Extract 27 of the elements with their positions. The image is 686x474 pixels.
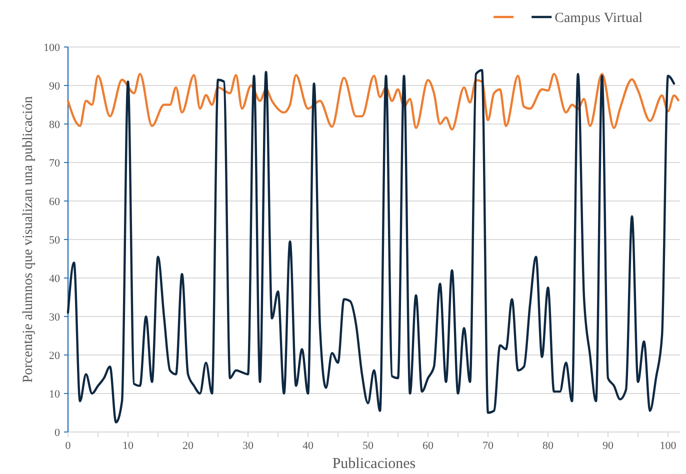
- y-tick-label: 60: [49, 196, 60, 208]
- x-tick-label: 50: [362, 440, 374, 452]
- x-axis-title: Publicaciones: [332, 456, 416, 472]
- legend-label: Campus Virtual: [554, 11, 643, 26]
- y-tick-label: 100: [44, 42, 60, 54]
- x-tick-label: 80: [542, 440, 554, 452]
- line-series: [66, 69, 676, 424]
- x-tick-label: 0: [65, 440, 72, 452]
- y-tick-label: 40: [49, 273, 60, 285]
- y-tick-label: 20: [49, 350, 60, 362]
- y-axis-title: Porcentaje alumnos que visualizan una publicación: [21, 96, 36, 383]
- x-tick-label: 40: [302, 440, 314, 452]
- y-tick-label: 0: [54, 427, 60, 439]
- y-tick-label: 70: [49, 158, 60, 170]
- x-tick-label: 60: [422, 440, 434, 452]
- x-tick-label: 90: [602, 440, 614, 452]
- x-tick-label: 20: [182, 440, 194, 452]
- y-tick-label: 90: [49, 80, 60, 92]
- y-tick-label: 50: [49, 234, 60, 246]
- x-tick-label: 100: [660, 440, 677, 452]
- y-tick-label: 80: [49, 119, 60, 131]
- line-series: [66, 72, 680, 130]
- x-tick-label: 30: [242, 440, 254, 452]
- y-tick-label: 30: [49, 312, 60, 324]
- x-tick-label: 70: [482, 440, 494, 452]
- y-tick-label: 10: [49, 388, 60, 400]
- x-tick-label: 10: [122, 440, 134, 452]
